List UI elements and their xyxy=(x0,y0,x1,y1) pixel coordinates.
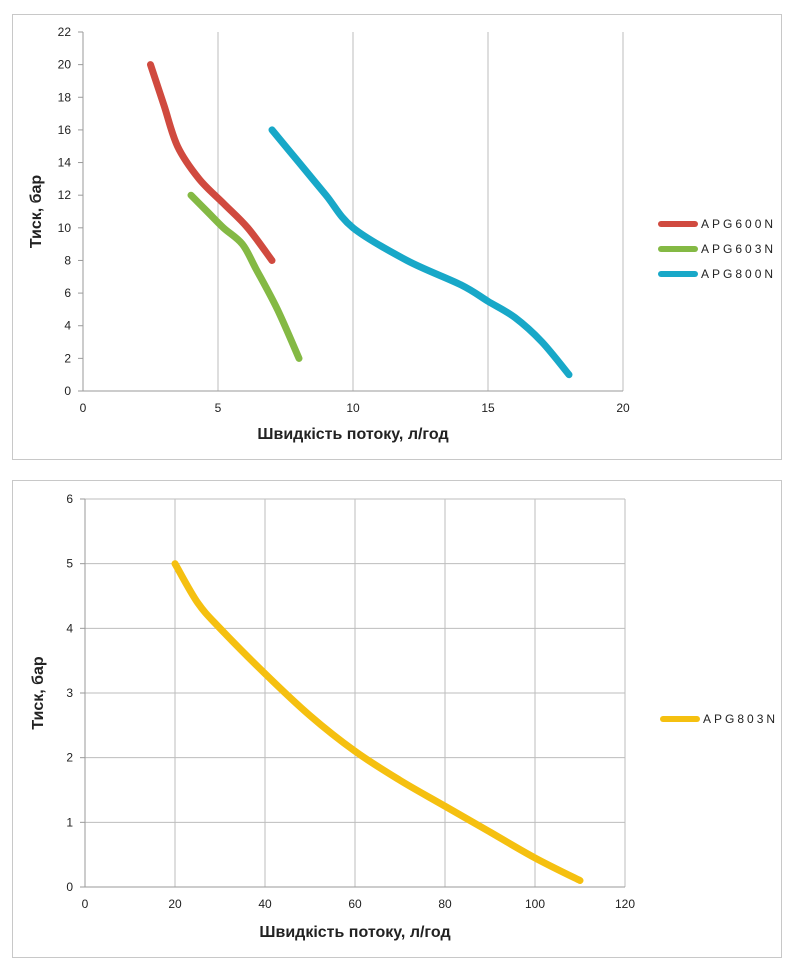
y-tick-label: 16 xyxy=(58,123,72,137)
series-line-apg603n xyxy=(187,191,303,362)
y-tick-label: 6 xyxy=(64,286,71,300)
y-tick-labels: 0 2 4 6 8 10 12 14 16 18 20 22 xyxy=(58,25,72,398)
x-tick-label: 60 xyxy=(348,897,362,911)
y-axis-title: Тиск, бар xyxy=(30,656,47,730)
x-tick-label: 120 xyxy=(615,897,635,911)
x-tick-label: 80 xyxy=(438,897,452,911)
x-tick-labels: 0 5 10 15 20 xyxy=(80,401,630,415)
chart-panel-top: 0 2 4 6 8 10 12 14 16 18 20 22 0 5 10 15 20 APG600N APG6… xyxy=(12,14,782,460)
y-tick-label: 5 xyxy=(66,557,73,571)
y-tick-label: 10 xyxy=(58,221,72,235)
y-tick-label: 20 xyxy=(58,58,72,72)
x-tick-label: 40 xyxy=(258,897,272,911)
y-axis-title: Тиск, бар xyxy=(28,175,45,249)
legend-label: APG803N xyxy=(703,712,778,726)
series-lines xyxy=(171,560,584,884)
y-tick-label: 4 xyxy=(66,621,73,635)
x-tick-label: 0 xyxy=(80,401,87,415)
y-tick-label: 1 xyxy=(66,815,73,829)
series-line-apg800n xyxy=(268,126,573,379)
legend: APG803N xyxy=(660,712,778,726)
x-tick-label: 20 xyxy=(168,897,182,911)
legend-label: APG600N xyxy=(701,217,776,231)
y-tick-labels: 0 1 2 3 4 5 6 xyxy=(66,492,73,894)
y-tick-label: 8 xyxy=(64,253,71,267)
gridlines xyxy=(85,498,626,887)
legend-label: APG603N xyxy=(701,242,776,256)
y-tick-label: 18 xyxy=(58,90,72,104)
y-tick-label: 6 xyxy=(66,492,73,506)
y-tick-label: 3 xyxy=(66,686,73,700)
y-tick-label: 4 xyxy=(64,319,71,333)
legend: APG600N APG603N APG800N xyxy=(658,217,776,281)
axes xyxy=(78,31,623,392)
series-line-apg803n xyxy=(171,560,584,884)
series-lines xyxy=(147,61,573,379)
x-axis-title: Швидкість потоку, л/год xyxy=(257,426,448,443)
y-tick-label: 0 xyxy=(64,384,71,398)
x-tick-label: 0 xyxy=(82,897,89,911)
y-tick-label: 0 xyxy=(66,880,73,894)
pressure-flow-chart-bottom: 0 1 2 3 4 5 6 0 20 40 60 80 100 120 APG803N Швидкіст… xyxy=(30,492,778,941)
x-tick-label: 100 xyxy=(525,897,545,911)
legend-label: APG800N xyxy=(701,267,776,281)
gridlines xyxy=(217,32,624,391)
y-tick-label: 14 xyxy=(58,156,72,170)
x-tick-label: 15 xyxy=(481,401,495,415)
y-tick-label: 2 xyxy=(66,751,73,765)
chart-panel-bottom: 0 1 2 3 4 5 6 0 20 40 60 80 100 120 APG803N Швидкіст… xyxy=(12,480,782,958)
x-tick-label: 10 xyxy=(346,401,360,415)
y-tick-label: 22 xyxy=(58,25,72,39)
y-tick-label: 2 xyxy=(64,351,71,365)
x-axis-title: Швидкість потоку, л/год xyxy=(259,924,450,941)
x-tick-label: 5 xyxy=(215,401,222,415)
x-tick-labels: 0 20 40 60 80 100 120 xyxy=(82,897,636,911)
y-tick-label: 12 xyxy=(58,188,72,202)
axes xyxy=(80,498,625,888)
x-tick-label: 20 xyxy=(616,401,630,415)
series-line-apg600n xyxy=(147,61,276,264)
